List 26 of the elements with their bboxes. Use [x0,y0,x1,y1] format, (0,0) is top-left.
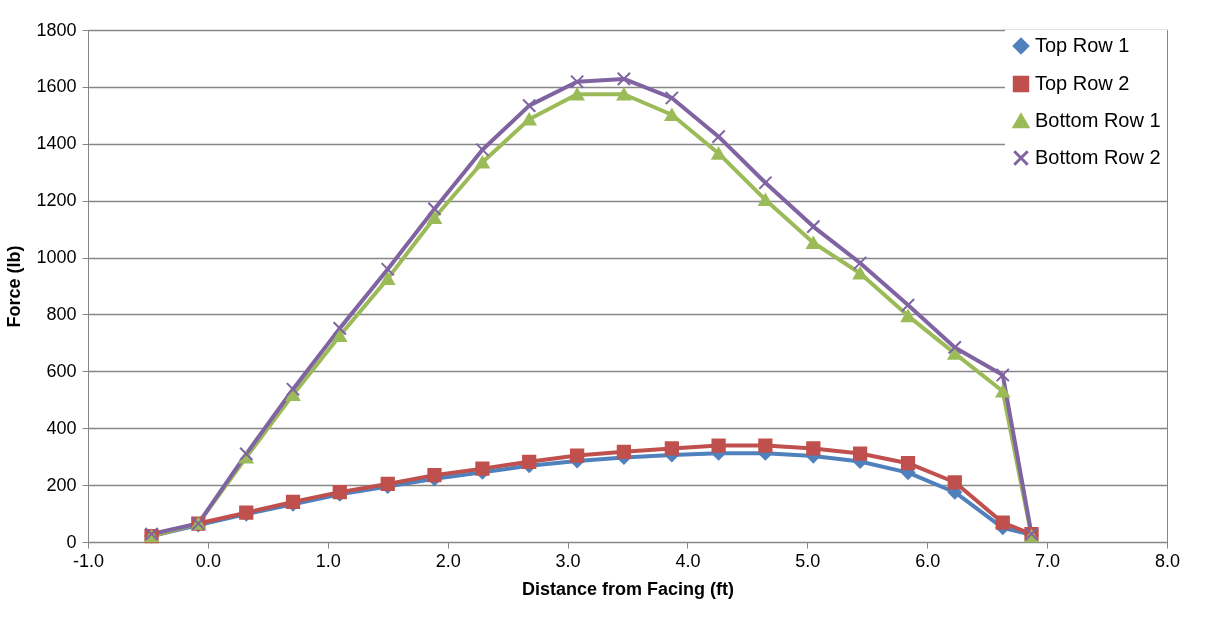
y-axis-title: Force (lb) [4,245,25,328]
x-axis-title: Distance from Facing (ft) [521,578,735,599]
x-tick-label: 1.0 [315,550,341,571]
y-tick-label: 800 [46,303,77,324]
x-tick-label: 6.0 [915,550,941,571]
legend-label: Bottom Row 1 [1035,109,1161,131]
y-tick-label: 600 [46,360,77,381]
legend-label: Top Row 1 [1035,34,1130,56]
x-tick-label: 4.0 [675,550,701,571]
y-tick-label: 1600 [36,76,77,97]
x-tick-label: 0.0 [195,550,221,571]
x-tick-label: 5.0 [795,550,821,571]
y-tick-label: 1000 [36,247,77,268]
y-tick-label: 0 [66,531,77,552]
y-tick-label: 200 [46,474,77,495]
y-tick-label: 1800 [36,19,77,40]
x-tick-label: -1.0 [72,550,105,571]
y-tick-label: 1200 [36,190,77,211]
y-tick-label: 400 [46,417,77,438]
y-tick-label: 1400 [36,133,77,154]
x-tick-label: 2.0 [435,550,461,571]
x-tick-label: 3.0 [555,550,581,571]
x-tick-label: 8.0 [1154,550,1181,571]
x-tick-label: 7.0 [1035,550,1061,571]
legend-label: Top Row 2 [1035,72,1130,94]
legend-label: Bottom Row 2 [1035,146,1161,168]
